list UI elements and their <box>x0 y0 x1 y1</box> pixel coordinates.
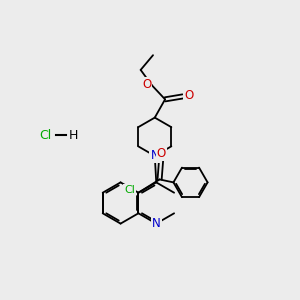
Text: N: N <box>152 217 161 230</box>
Text: O: O <box>184 89 193 102</box>
Text: O: O <box>157 147 166 160</box>
Text: N: N <box>150 149 159 162</box>
Text: H: H <box>69 129 78 142</box>
Text: O: O <box>142 78 151 91</box>
Text: Cl: Cl <box>124 185 135 195</box>
Text: Cl: Cl <box>39 129 52 142</box>
